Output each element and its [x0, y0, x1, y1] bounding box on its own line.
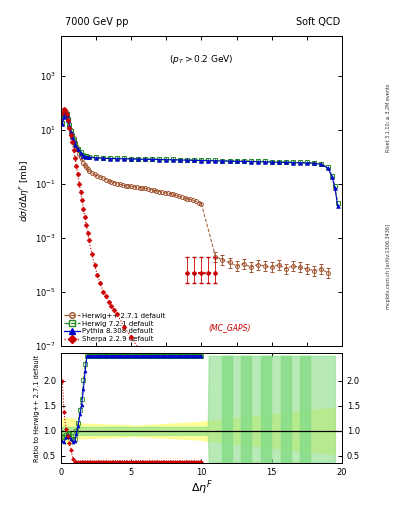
Text: Soft QCD: Soft QCD — [296, 16, 340, 27]
X-axis label: $\Delta\eta^F$: $\Delta\eta^F$ — [191, 479, 212, 497]
Y-axis label: Ratio to Herwig++ 2.7.1 default: Ratio to Herwig++ 2.7.1 default — [34, 355, 40, 462]
Text: 7000 GeV pp: 7000 GeV pp — [65, 16, 129, 27]
Y-axis label: $d\sigma/d\Delta\eta^F\ [\mathrm{mb}]$: $d\sigma/d\Delta\eta^F\ [\mathrm{mb}]$ — [18, 160, 32, 222]
Text: Rivet 3.1.10; ≥ 3.2M events: Rivet 3.1.10; ≥ 3.2M events — [386, 83, 391, 152]
Text: $(p_T > 0.2\ \mathrm{GeV})$: $(p_T > 0.2\ \mathrm{GeV})$ — [169, 53, 234, 66]
Legend: Herwig++ 2.7.1 default, Herwig 7.2.1 default, Pythia 8.308 default, Sherpa 2.2.9: Herwig++ 2.7.1 default, Herwig 7.2.1 def… — [64, 313, 166, 342]
Text: (MC_GAPS): (MC_GAPS) — [208, 323, 251, 332]
Text: mcplots.cern.ch [arXiv:1306.3436]: mcplots.cern.ch [arXiv:1306.3436] — [386, 224, 391, 309]
